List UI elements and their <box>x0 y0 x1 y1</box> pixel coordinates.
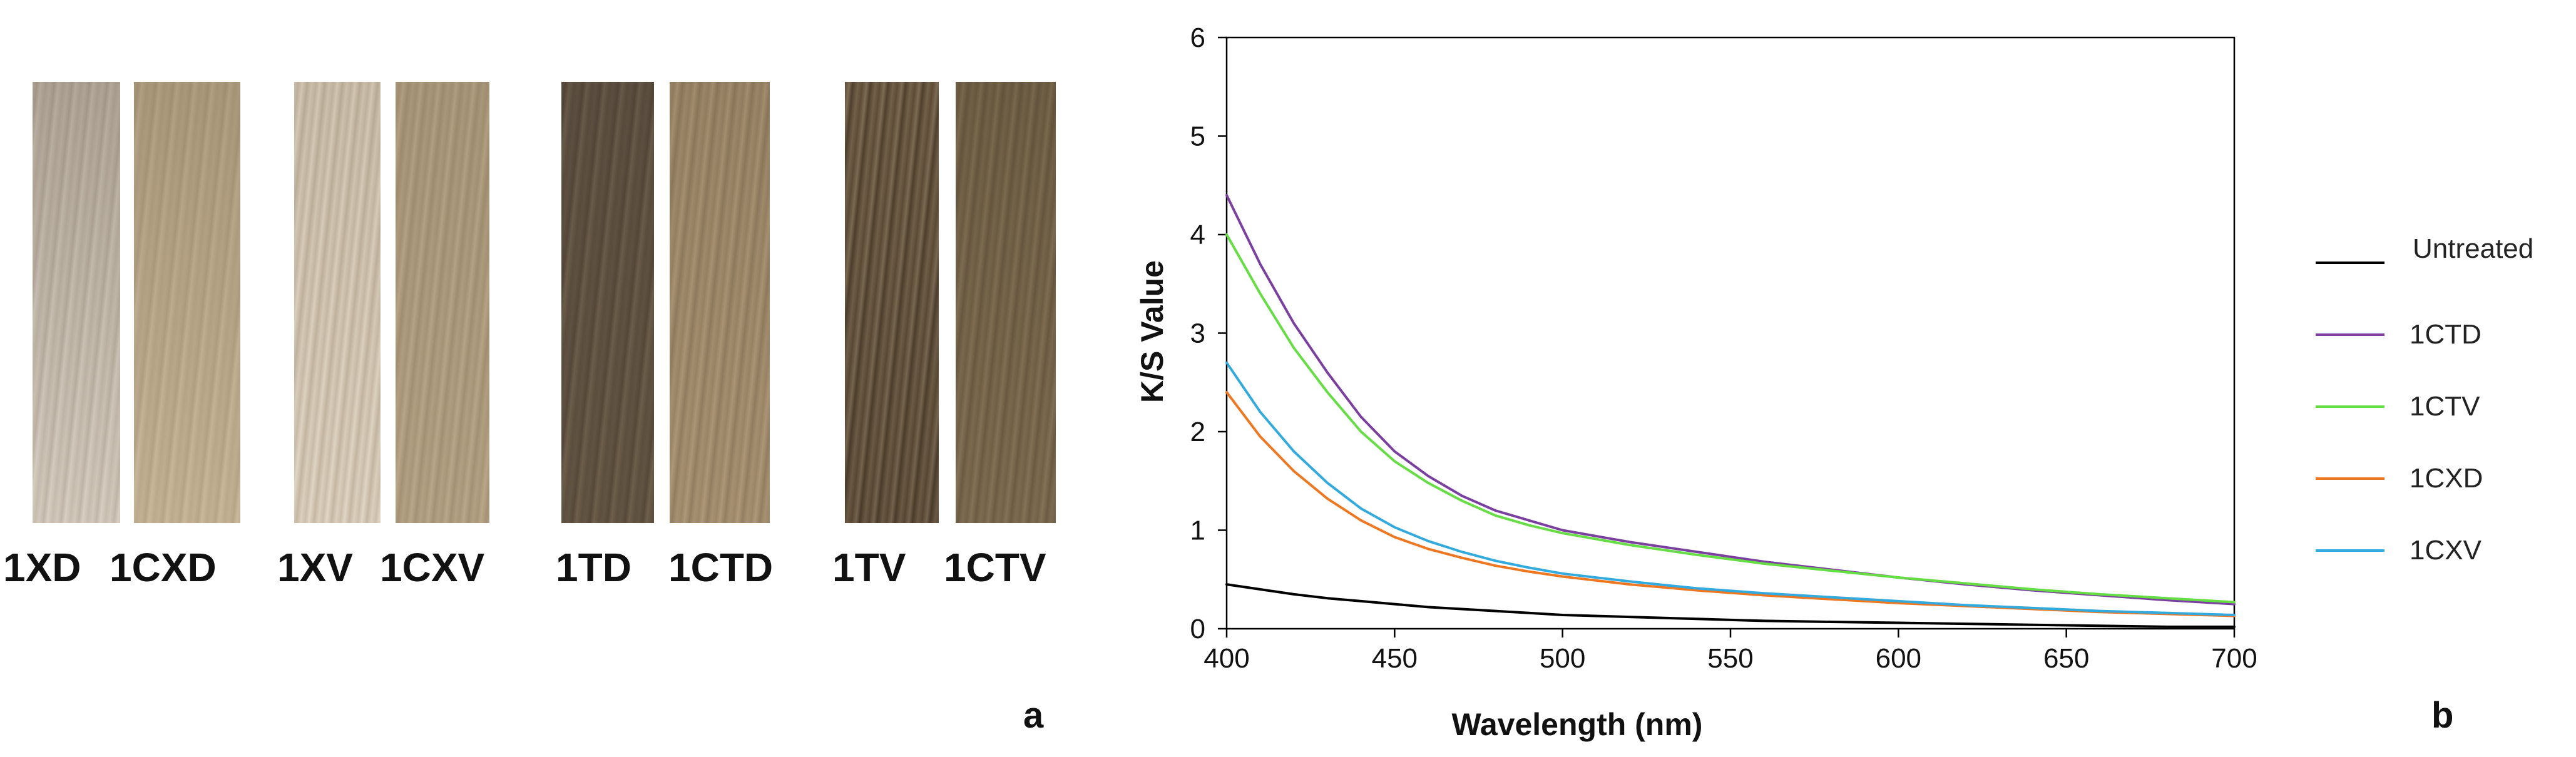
legend-label-untreated: Untreated <box>2413 233 2533 264</box>
swatch-1xv <box>294 82 381 523</box>
swatch-label-1tv: 1TV <box>832 545 906 590</box>
swatch-label-1ctv: 1CTV <box>944 545 1046 590</box>
y-axis-title: K/S Value <box>1135 260 1170 403</box>
chart-ticks: 400 450 500 550 600 650 700 0 1 2 3 4 5 6 <box>1190 23 2257 674</box>
chart-series <box>1225 194 2236 628</box>
y-tick-label-1: 1 <box>1190 516 1205 546</box>
swatch-1xd <box>33 82 120 523</box>
legend-label-1cxv: 1CXV <box>2410 535 2482 566</box>
panel-letter-a: a <box>1023 695 1044 736</box>
y-tick-label-2: 2 <box>1190 417 1205 447</box>
legend-label-1ctv: 1CTV <box>2410 391 2480 422</box>
swatch-label-1td: 1TD <box>556 545 631 590</box>
swatch-label-1cxd: 1CXD <box>110 545 217 590</box>
series-line-1ctv <box>1225 233 2236 604</box>
swatch-1cxv <box>396 82 489 523</box>
y-tick-label-0: 0 <box>1190 614 1205 644</box>
y-tick-label-5: 5 <box>1190 121 1205 152</box>
x-tick-label-650: 650 <box>2043 643 2089 674</box>
series-line-1cxv <box>1225 361 2236 616</box>
series-line-untreated <box>1225 583 2236 628</box>
swatch-label-1xv: 1XV <box>277 545 353 590</box>
swatch-label-1ctd: 1CTD <box>668 545 774 590</box>
plot-frame <box>1225 36 2236 630</box>
chart-axes <box>1225 36 2236 630</box>
swatch-label-1cxv: 1CXV <box>380 545 485 590</box>
swatch-1tv <box>845 82 939 523</box>
x-axis-title: Wavelength (nm) <box>1452 707 1703 742</box>
swatch-1ctv <box>956 82 1056 523</box>
x-tick-label-450: 450 <box>1372 643 1418 674</box>
legend-label-1cxd: 1CXD <box>2410 463 2483 494</box>
panel-letter-b: b <box>2431 695 2454 736</box>
swatch-1cxd <box>134 82 240 523</box>
swatch-label-1xd: 1XD <box>3 545 81 590</box>
chart-legend: Untreated 1CTD 1CTV 1CXD 1CXV <box>2316 233 2533 566</box>
x-tick-label-550: 550 <box>1707 643 1753 674</box>
x-tick-label-500: 500 <box>1540 643 1585 674</box>
y-tick-label-6: 6 <box>1190 23 1205 53</box>
x-tick-label-700: 700 <box>2211 643 2257 674</box>
series-line-1cxd <box>1225 391 2236 617</box>
y-tick-label-3: 3 <box>1190 318 1205 349</box>
y-tick-label-4: 4 <box>1190 220 1205 250</box>
swatch-1ctd <box>670 82 770 523</box>
x-tick-label-400: 400 <box>1204 643 1249 674</box>
swatch-1td <box>561 82 654 523</box>
x-tick-label-600: 600 <box>1876 643 1921 674</box>
series-line-1ctd <box>1225 194 2236 606</box>
legend-label-1ctd: 1CTD <box>2410 319 2481 350</box>
